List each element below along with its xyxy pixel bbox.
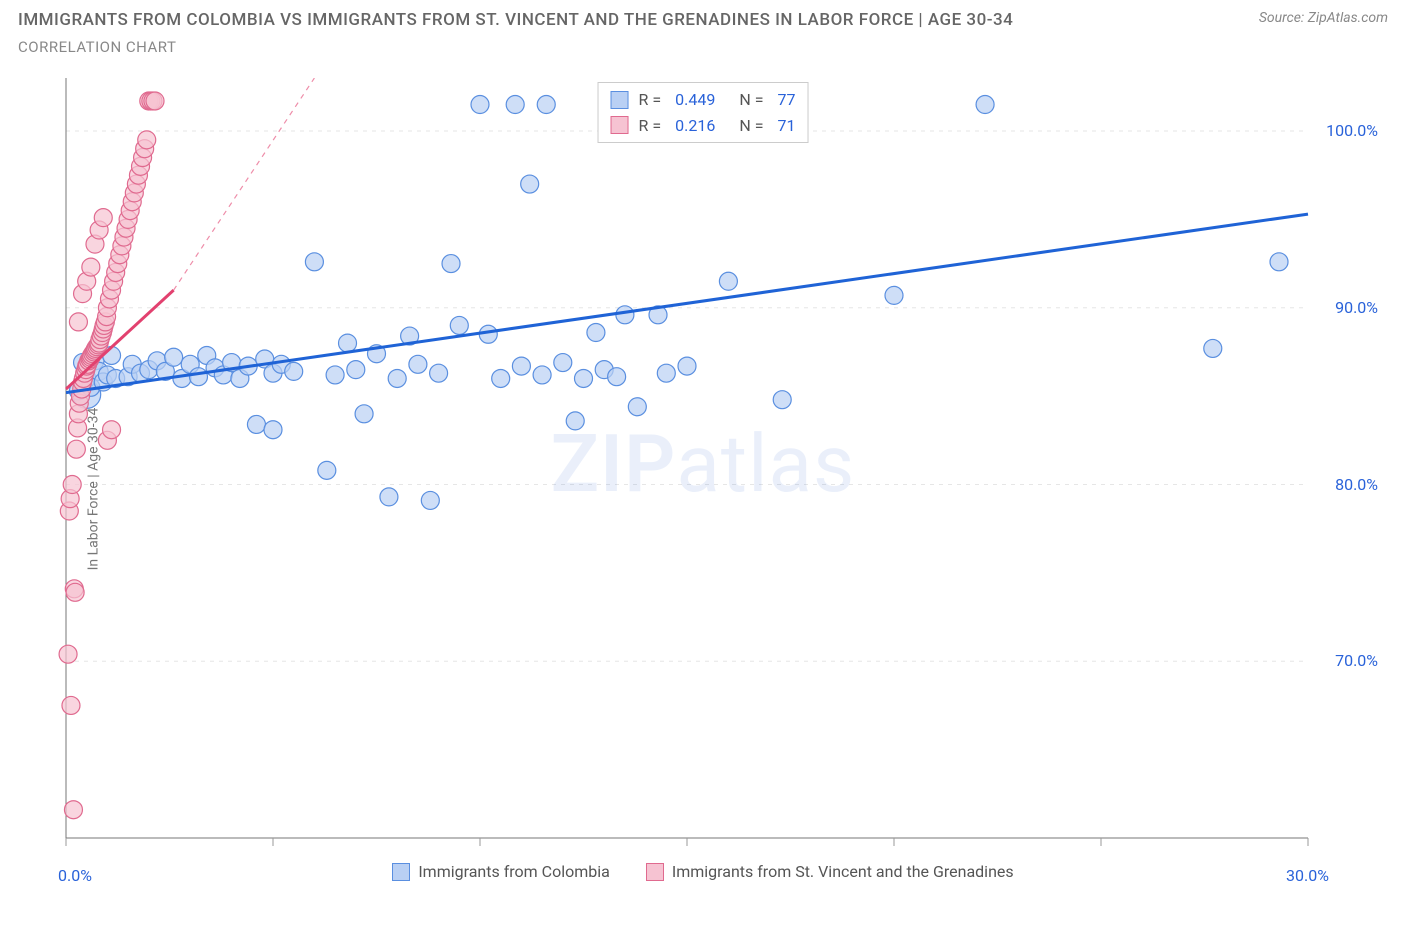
- legend-stats: R = 0.449 N = 77 R = 0.216 N = 71: [598, 82, 809, 143]
- scatter-point: [66, 583, 84, 601]
- legend-series-label: Immigrants from Colombia: [418, 862, 610, 881]
- legend-n-label: N =: [739, 87, 763, 113]
- scatter-point: [442, 255, 460, 273]
- legend-n-value: 71: [777, 113, 795, 139]
- scatter-point: [616, 306, 634, 324]
- scatter-point: [430, 364, 448, 382]
- scatter-point: [94, 209, 112, 227]
- scatter-point: [103, 421, 121, 439]
- scatter-point: [492, 369, 510, 387]
- scatter-point: [628, 398, 646, 416]
- scatter-point: [554, 354, 572, 372]
- scatter-point: [512, 357, 530, 375]
- legend-n-label: N =: [739, 113, 763, 139]
- scatter-point: [1204, 339, 1222, 357]
- scatter-point: [63, 476, 81, 494]
- scatter-point: [67, 440, 85, 458]
- source-credit: Source: ZipAtlas.com: [1259, 10, 1388, 26]
- scatter-point: [59, 645, 77, 663]
- y-tick-label: 70.0%: [1335, 651, 1378, 670]
- scatter-point: [82, 258, 100, 276]
- scatter-point: [264, 421, 282, 439]
- y-axis-label: In Labor Force | Age 30-34: [85, 408, 101, 571]
- legend-series-label: Immigrants from St. Vincent and the Gren…: [672, 862, 1014, 881]
- scatter-point: [388, 369, 406, 387]
- y-tick-label: 80.0%: [1335, 475, 1378, 494]
- scatter-point: [976, 96, 994, 114]
- scatter-point: [69, 313, 87, 331]
- legend-r-label: R =: [639, 87, 662, 113]
- y-tick-label: 100.0%: [1326, 121, 1378, 140]
- scatter-point: [608, 368, 626, 386]
- scatter-point: [247, 415, 265, 433]
- legend-stat-row: R = 0.216 N = 71: [611, 113, 796, 139]
- scatter-point: [678, 357, 696, 375]
- scatter-point: [719, 272, 737, 290]
- correlation-chart: In Labor Force | Age 30-34 ZIPatlas R =0…: [18, 78, 1388, 900]
- legend-swatch: [392, 863, 410, 881]
- legend-r-label: R =: [639, 113, 662, 139]
- scatter-point: [566, 412, 584, 430]
- scatter-point: [138, 131, 156, 149]
- x-tick-label: 30.0%: [1286, 866, 1329, 885]
- scatter-point: [587, 324, 605, 342]
- scatter-point: [318, 461, 336, 479]
- legend-n-value: 77: [777, 87, 795, 113]
- legend-series-item: Immigrants from Colombia: [392, 862, 610, 881]
- scatter-point: [326, 366, 344, 384]
- scatter-point: [575, 369, 593, 387]
- scatter-point: [521, 175, 539, 193]
- scatter-point: [450, 316, 468, 334]
- legend-swatch: [611, 91, 629, 109]
- scatter-point: [506, 96, 524, 114]
- legend-swatch: [611, 116, 629, 134]
- scatter-point: [347, 361, 365, 379]
- scatter-point: [533, 366, 551, 384]
- scatter-point: [421, 491, 439, 509]
- scatter-point: [64, 801, 82, 819]
- scatter-point: [380, 488, 398, 506]
- legend-r-value: 0.449: [675, 87, 715, 113]
- legend-series-item: Immigrants from St. Vincent and the Gren…: [646, 862, 1014, 881]
- scatter-point: [62, 696, 80, 714]
- scatter-point: [471, 96, 489, 114]
- y-tick-label: 90.0%: [1335, 298, 1378, 317]
- scatter-point: [773, 391, 791, 409]
- scatter-point: [305, 253, 323, 271]
- scatter-point: [409, 355, 427, 373]
- trend-line-extrapolated: [174, 78, 315, 290]
- scatter-point: [1270, 253, 1288, 271]
- legend-stat-row: R = 0.449 N = 77: [611, 87, 796, 113]
- chart-svg: [18, 78, 1388, 900]
- page-subtitle: CORRELATION CHART: [0, 30, 1406, 56]
- scatter-point: [339, 334, 357, 352]
- legend-swatch: [646, 863, 664, 881]
- scatter-point: [657, 364, 675, 382]
- scatter-point: [355, 405, 373, 423]
- scatter-point: [885, 286, 903, 304]
- x-tick-label: 0.0%: [58, 866, 92, 885]
- scatter-point: [189, 368, 207, 386]
- scatter-point: [165, 348, 183, 366]
- scatter-point: [285, 362, 303, 380]
- legend-r-value: 0.216: [675, 113, 715, 139]
- page-title: IMMIGRANTS FROM COLOMBIA VS IMMIGRANTS F…: [18, 10, 1013, 30]
- scatter-point: [146, 92, 164, 110]
- legend-series: Immigrants from Colombia Immigrants from …: [18, 862, 1388, 885]
- scatter-point: [537, 96, 555, 114]
